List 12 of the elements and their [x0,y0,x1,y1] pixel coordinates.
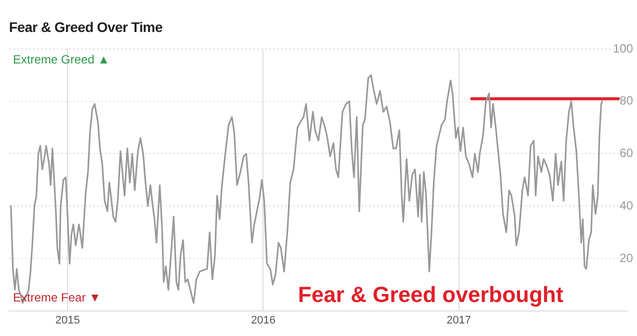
x-tick-label: 2015 [55,314,80,326]
y-tick-label: 60 [620,146,634,160]
y-tick-label: 40 [620,198,634,212]
x-tick-label: 2016 [251,314,276,326]
y-tick-label: 100 [612,41,634,56]
annotation: Extreme Fear ▼ [13,290,101,304]
annotation: Extreme Greed ▲ [13,52,110,66]
annotation: Fear & Greed overbought [298,282,564,308]
y-tick-label: 20 [620,250,634,265]
x-tick-label: 2017 [446,314,472,326]
y-tick-label: 80 [620,94,634,108]
chart-title: Fear & Greed Over Time [9,19,162,35]
